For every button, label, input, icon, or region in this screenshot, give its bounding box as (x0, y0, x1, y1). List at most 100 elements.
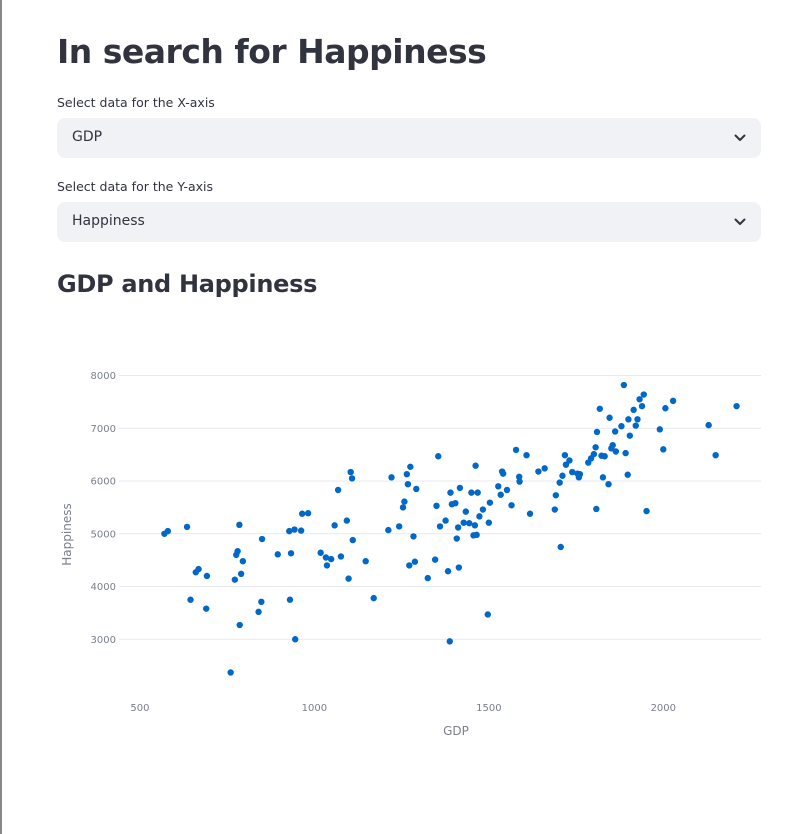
data-point[interactable] (455, 564, 463, 571)
data-point[interactable] (345, 575, 352, 582)
data-point[interactable] (523, 451, 530, 459)
data-point[interactable] (304, 510, 312, 517)
data-point[interactable] (626, 432, 634, 439)
data-point[interactable] (559, 472, 566, 479)
chart-points[interactable] (161, 381, 740, 676)
data-point[interactable] (499, 470, 507, 477)
data-point[interactable] (634, 416, 641, 423)
data-point[interactable] (442, 517, 449, 524)
data-point[interactable] (552, 492, 560, 499)
data-point[interactable] (435, 453, 442, 460)
data-point[interactable] (643, 507, 650, 515)
data-point[interactable] (609, 441, 616, 449)
data-point[interactable] (636, 396, 643, 403)
data-point[interactable] (327, 555, 335, 563)
data-point[interactable] (164, 527, 172, 535)
data-point[interactable] (638, 402, 646, 410)
data-point[interactable] (370, 594, 377, 602)
data-point[interactable] (484, 611, 492, 618)
data-point[interactable] (331, 522, 338, 529)
x-axis-select[interactable]: GDP (57, 118, 761, 158)
data-point[interactable] (236, 521, 243, 529)
data-point[interactable] (625, 416, 632, 423)
data-point[interactable] (454, 524, 462, 531)
data-point[interactable] (596, 405, 604, 412)
data-point[interactable] (566, 457, 573, 464)
data-point[interactable] (712, 451, 719, 459)
data-point[interactable] (239, 558, 247, 565)
data-point[interactable] (535, 468, 542, 475)
data-point[interactable] (630, 406, 637, 414)
data-point[interactable] (593, 428, 601, 436)
data-point[interactable] (472, 462, 479, 469)
data-point[interactable] (662, 405, 669, 412)
data-point[interactable] (347, 468, 354, 476)
data-point[interactable] (433, 502, 440, 510)
data-point[interactable] (601, 453, 608, 460)
data-point[interactable] (556, 479, 563, 486)
data-point[interactable] (274, 551, 281, 558)
data-point[interactable] (399, 504, 407, 511)
data-point[interactable] (612, 448, 620, 455)
data-point[interactable] (436, 523, 444, 530)
data-point[interactable] (388, 474, 395, 481)
data-point[interactable] (234, 547, 241, 555)
data-point[interactable] (227, 669, 234, 676)
data-point[interactable] (466, 520, 473, 527)
data-point[interactable] (292, 636, 299, 643)
data-point[interactable] (473, 531, 480, 539)
data-point[interactable] (287, 550, 295, 557)
data-point[interactable] (541, 465, 548, 472)
y-axis-select[interactable]: Happiness (57, 202, 761, 242)
data-point[interactable] (557, 543, 564, 551)
data-point[interactable] (562, 461, 570, 468)
data-point[interactable] (183, 523, 191, 531)
data-point[interactable] (733, 402, 740, 410)
data-point[interactable] (479, 506, 487, 513)
data-point[interactable] (471, 522, 479, 529)
data-point[interactable] (593, 505, 600, 513)
data-point[interactable] (468, 489, 475, 496)
data-point[interactable] (286, 527, 293, 535)
data-point[interactable] (551, 506, 558, 513)
data-point[interactable] (460, 519, 467, 526)
data-point[interactable] (298, 510, 306, 517)
data-point[interactable] (592, 444, 599, 451)
data-point[interactable] (322, 554, 330, 561)
data-point[interactable] (561, 451, 569, 459)
data-point[interactable] (605, 480, 612, 488)
data-point[interactable] (611, 428, 619, 435)
data-point[interactable] (334, 486, 342, 494)
data-point[interactable] (569, 468, 576, 476)
data-point[interactable] (203, 605, 210, 612)
data-point[interactable] (447, 489, 454, 496)
data-point[interactable] (576, 470, 584, 478)
data-point[interactable] (503, 486, 511, 494)
data-point[interactable] (403, 470, 411, 478)
data-point[interactable] (431, 556, 439, 563)
data-point[interactable] (456, 484, 464, 492)
data-point[interactable] (404, 480, 412, 488)
data-point[interactable] (255, 608, 262, 616)
data-point[interactable] (348, 475, 356, 482)
data-point[interactable] (413, 485, 420, 493)
data-point[interactable] (258, 598, 265, 606)
data-point[interactable] (444, 568, 452, 575)
data-point[interactable] (618, 422, 625, 430)
data-point[interactable] (512, 446, 520, 454)
data-point[interactable] (660, 446, 667, 453)
data-point[interactable] (620, 381, 628, 389)
data-point[interactable] (624, 471, 631, 478)
data-point[interactable] (485, 519, 493, 526)
data-point[interactable] (622, 449, 629, 457)
data-point[interactable] (486, 499, 494, 506)
data-point[interactable] (590, 450, 598, 458)
data-point[interactable] (349, 536, 356, 544)
data-point[interactable] (446, 638, 453, 645)
data-point[interactable] (231, 576, 239, 583)
data-point[interactable] (406, 562, 413, 569)
data-point[interactable] (323, 562, 331, 569)
data-point[interactable] (410, 533, 417, 540)
data-point[interactable] (317, 549, 324, 556)
